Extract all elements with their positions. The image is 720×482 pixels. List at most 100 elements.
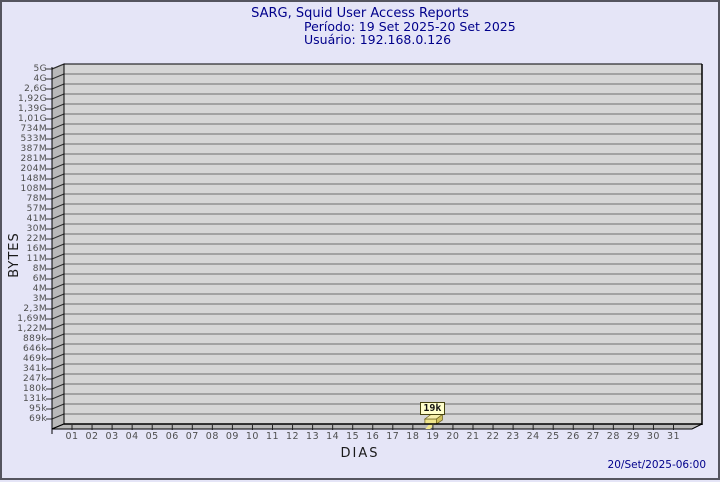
y-tick-label: 4M [32, 284, 47, 294]
wall-gridline [51, 313, 65, 320]
x-tick-label: 21 [466, 431, 480, 442]
generated-timestamp: 20/Set/2025-06:00 [607, 459, 706, 471]
wall-gridline [51, 183, 65, 190]
y-tick-label: 1,92G [17, 94, 47, 104]
wall-gridline [51, 233, 65, 240]
y-tick-label: 2,6G [24, 84, 47, 94]
x-tick-label: 14 [326, 431, 340, 442]
wall-gridline [51, 243, 65, 250]
x-tick-label: 24 [526, 431, 540, 442]
x-tick-label: 07 [185, 431, 199, 442]
x-tick-label: 30 [646, 431, 660, 442]
wall-gridline [51, 63, 65, 70]
x-tick-label: 16 [366, 431, 380, 442]
x-tick-label: 12 [286, 431, 300, 442]
x-axis-title: DIAS [340, 446, 380, 461]
x-tick-label: 02 [85, 431, 99, 442]
x-tick-label: 20 [446, 431, 460, 442]
x-tick-label: 08 [205, 431, 219, 442]
bar-below-axis-sliver [425, 424, 435, 429]
wall-gridline [51, 143, 65, 150]
y-tick-label: 180k [23, 384, 47, 394]
y-tick-label: 2,3M [23, 304, 47, 314]
wall-gridline [51, 203, 65, 210]
x-tick-label: 18 [406, 431, 420, 442]
wall-gridline [51, 353, 65, 360]
x-tick-label: 04 [125, 431, 139, 442]
y-tick-label: 646k [23, 344, 47, 354]
x-tick-label: 26 [566, 431, 580, 442]
chart-subtitle-period: Período: 19 Set 2025-20 Set 2025 [304, 19, 516, 34]
y-tick-label: 131k [23, 394, 47, 404]
wall-gridline [51, 263, 65, 270]
wall-gridline [51, 173, 65, 180]
y-tick-label: 5G [33, 64, 47, 74]
data-point-tooltip: 19k [419, 402, 445, 415]
x-tick-label: 05 [145, 431, 159, 442]
y-tick-label: 11M [26, 254, 47, 264]
x-tick-label: 13 [306, 431, 320, 442]
x-tick-label: 23 [506, 431, 520, 442]
wall-gridline [51, 113, 65, 120]
x-tick-label: 06 [165, 431, 179, 442]
wall-gridline [51, 283, 65, 290]
wall-gridline [51, 343, 65, 350]
y-tick-label: 69k [29, 414, 47, 424]
y-tick-label: 247k [23, 374, 47, 384]
wall-gridline [51, 213, 65, 220]
wall-gridline [51, 223, 65, 230]
x-tick-label: 10 [245, 431, 259, 442]
x-tick-label: 09 [225, 431, 239, 442]
y-tick-label: 341k [23, 364, 47, 374]
wall-gridline [51, 393, 65, 400]
y-tick-label: 533M [20, 134, 47, 144]
bar-right-face [436, 413, 443, 425]
wall-gridline [51, 253, 65, 260]
y-tick-label: 1,22M [17, 324, 47, 334]
x-tick-label: 15 [346, 431, 360, 442]
y-tick-label: 3M [32, 294, 47, 304]
wall-gridline [51, 93, 65, 100]
y-tick-label: 889k [23, 334, 47, 344]
wall-gridline [51, 293, 65, 300]
x-tick-label: 29 [626, 431, 640, 442]
y-tick-label: 204M [20, 164, 47, 174]
wall-gridline [51, 103, 65, 110]
x-axis-tick-labels: 01 02 03 04 05 06 07 08 09 10 11 12 13 14 15 16 17 18 19 20… [2, 431, 720, 443]
x-tick-label: 22 [486, 431, 500, 442]
x-tick-label: 17 [386, 431, 400, 442]
y-tick-label: 469k [23, 354, 47, 364]
y-tick-label: 78M [26, 194, 47, 204]
y-tick-label: 148M [20, 174, 47, 184]
wall-gridline [51, 133, 65, 140]
y-tick-label: 30M [26, 224, 47, 234]
x-tick-label: 28 [606, 431, 620, 442]
y-tick-label: 1,01G [17, 114, 47, 124]
y-tick-label: 16M [26, 244, 47, 254]
x-tick-label: 01 [65, 431, 79, 442]
wall-gridline [51, 363, 65, 370]
y-tick-label: 1,69M [17, 314, 47, 324]
y-tick-label: 387M [20, 144, 47, 154]
y-axis-tick-labels: 5G 4G 2,6G 1,92G 1,39G 1,01G 734M 533M 387M 281M 2… [2, 2, 47, 482]
wall-gridline [51, 163, 65, 170]
wall-gridline [51, 303, 65, 310]
x-tick-label: 11 [265, 431, 280, 442]
y-tick-label: 4G [33, 74, 47, 84]
wall-gridline [51, 153, 65, 160]
y-tick-label: 1,39G [17, 104, 47, 114]
wall-gridline [51, 333, 65, 340]
wall-gridline [51, 193, 65, 200]
y-tick-label: 108M [20, 184, 47, 194]
y-tick-label: 41M [26, 214, 47, 224]
wall-gridline [51, 123, 65, 130]
wall-gridline [51, 383, 65, 390]
wall-gridline [51, 373, 65, 380]
x-tick-label: 27 [586, 431, 600, 442]
wall-gridline [51, 73, 65, 80]
y-tick-label: 6M [32, 274, 47, 284]
y-tick-label: 734M [20, 124, 47, 134]
y-tick-label: 57M [26, 204, 47, 214]
x-tick-label: 25 [546, 431, 560, 442]
chart-subtitle-user: Usuário: 192.168.0.126 [304, 32, 452, 47]
